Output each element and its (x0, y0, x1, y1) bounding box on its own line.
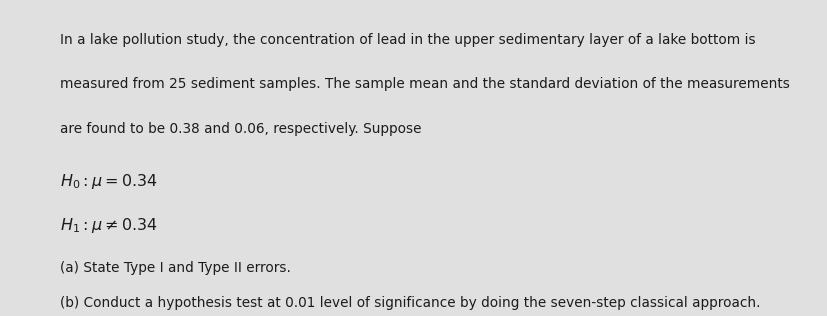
Text: In a lake pollution study, the concentration of lead in the upper sedimentary la: In a lake pollution study, the concentra… (60, 33, 754, 47)
Text: (b) Conduct a hypothesis test at 0.01 level of significance by doing the seven-s: (b) Conduct a hypothesis test at 0.01 le… (60, 296, 759, 310)
Text: are found to be 0.38 and 0.06, respectively. Suppose: are found to be 0.38 and 0.06, respectiv… (60, 122, 421, 136)
Text: $H_1 : \mu \neq 0.34$: $H_1 : \mu \neq 0.34$ (60, 216, 157, 235)
Text: $H_0 : \mu = 0.34$: $H_0 : \mu = 0.34$ (60, 172, 157, 191)
Text: (a) State Type I and Type II errors.: (a) State Type I and Type II errors. (60, 261, 290, 275)
Text: measured from 25 sediment samples. The sample mean and the standard deviation of: measured from 25 sediment samples. The s… (60, 77, 788, 91)
